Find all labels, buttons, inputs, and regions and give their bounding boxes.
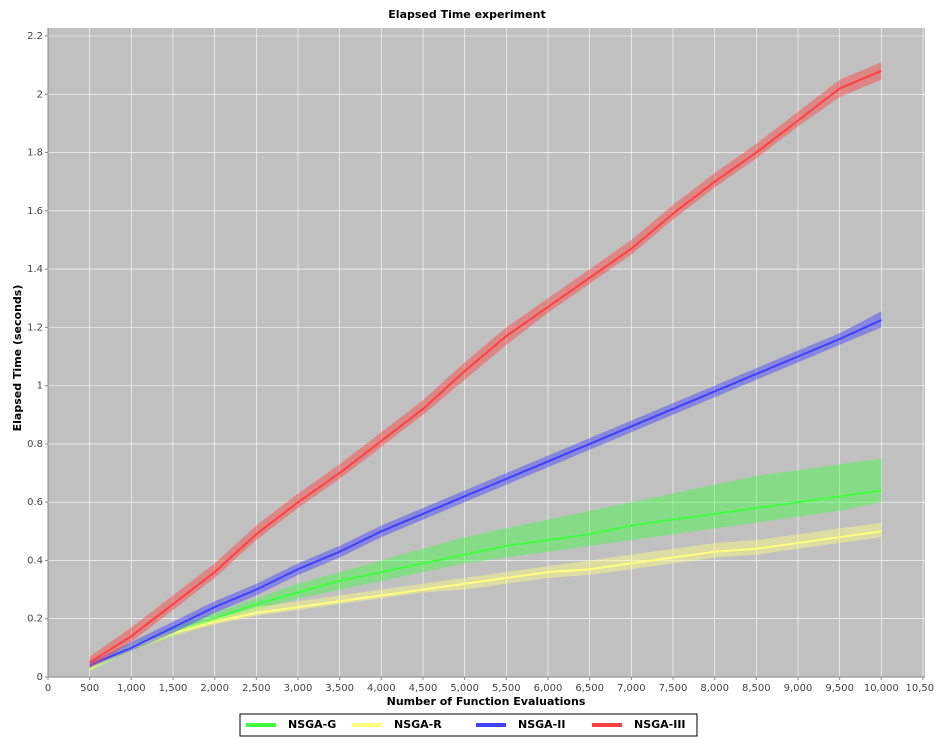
x-tick-label: 1,500	[159, 683, 188, 694]
series-line	[89, 319, 882, 667]
y-tick-label: 1.8	[27, 148, 43, 159]
y-tick-label: 1	[37, 381, 43, 392]
y-axis-label: Elapsed Time (seconds)	[11, 285, 24, 432]
confidence-band	[89, 458, 882, 672]
series-line	[89, 70, 882, 664]
y-tick-label: 0.8	[27, 439, 43, 450]
legend-label: NSGA-G	[288, 718, 336, 731]
x-tick-label: 1,000	[117, 683, 146, 694]
y-tick-label: 1.6	[27, 206, 43, 217]
legend-label: NSGA-R	[394, 718, 442, 731]
x-tick-label: 8,000	[700, 683, 729, 694]
confidence-band	[89, 311, 882, 669]
y-tick-label: 2	[37, 89, 43, 100]
y-tick-label: 0.4	[27, 555, 43, 566]
legend-label: NSGA-III	[634, 718, 686, 731]
x-tick-label: 3,500	[325, 683, 354, 694]
x-tick-label: 10,500	[906, 683, 934, 694]
x-tick-label: 4,000	[367, 683, 396, 694]
x-tick-label: 5,000	[450, 683, 479, 694]
x-tick-label: 2,500	[242, 683, 271, 694]
x-tick-label: 500	[80, 683, 99, 694]
y-tick-label: 2.2	[27, 31, 43, 42]
series-line	[89, 489, 882, 670]
x-tick-label: 9,500	[825, 683, 854, 694]
y-tick-label: 0.2	[27, 614, 43, 625]
y-tick-label: 0.6	[27, 497, 43, 508]
x-tick-label: 2,000	[200, 683, 229, 694]
x-tick-label: 7,500	[659, 683, 688, 694]
legend-box	[239, 713, 698, 737]
x-tick-label: 10,000	[864, 683, 899, 694]
x-tick-label: 6,500	[575, 683, 604, 694]
x-tick-label: 6,000	[534, 683, 563, 694]
y-tick-label: 1.4	[27, 264, 43, 275]
x-tick-label: 7,000	[617, 683, 646, 694]
legend-label: NSGA-II	[518, 718, 565, 731]
y-tick-label: 0	[37, 672, 43, 683]
y-tick-label: 1.2	[27, 322, 43, 333]
x-tick-label: 4,500	[409, 683, 438, 694]
x-axis-label: Number of Function Evaluations	[387, 695, 586, 708]
x-tick-label: 5,500	[492, 683, 521, 694]
x-tick-label: 3,000	[284, 683, 313, 694]
series-line	[89, 530, 882, 670]
x-tick-label: 0	[45, 683, 51, 694]
x-tick-label: 9,000	[784, 683, 813, 694]
chart-title: Elapsed Time experiment	[388, 8, 545, 21]
x-tick-label: 8,500	[742, 683, 771, 694]
confidence-band	[89, 522, 882, 672]
